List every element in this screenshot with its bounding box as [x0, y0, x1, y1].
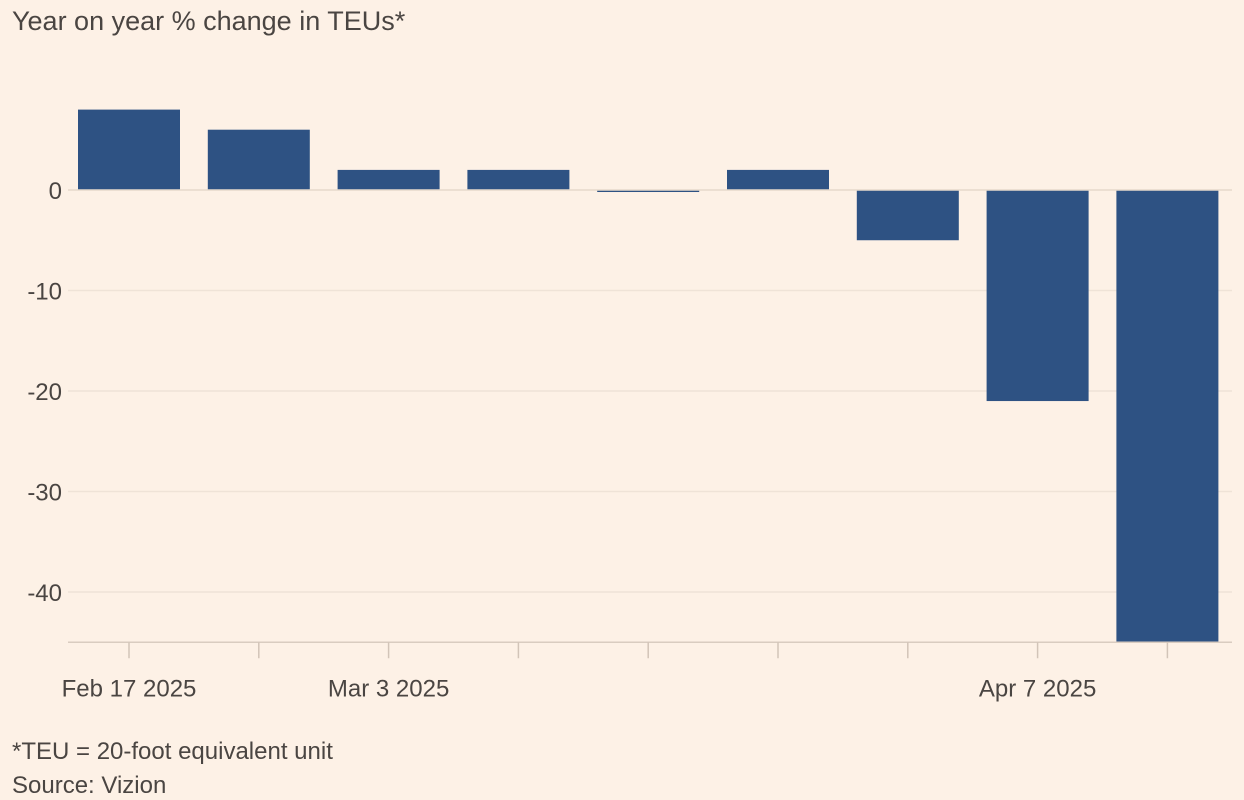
chart-title: Year on year % change in TEUs*	[12, 6, 406, 36]
bar	[337, 169, 440, 190]
footnote: *TEU = 20-foot equivalent unit	[12, 738, 333, 765]
bar	[207, 129, 310, 190]
y-tick-label: -20	[27, 379, 62, 406]
bar	[1116, 190, 1219, 643]
bar	[467, 169, 570, 190]
bar	[856, 190, 959, 241]
x-tick-label: Mar 3 2025	[328, 675, 449, 702]
y-tick-label: -40	[27, 580, 62, 607]
bar	[597, 190, 700, 193]
bar	[727, 169, 829, 190]
bar	[986, 190, 1089, 402]
bar-chart: 0 -10 -20 -30 -40 Feb 17 2025 Mar 3 2025 Apr 7 …	[27, 109, 1232, 702]
source-note: Source: Vizion	[12, 772, 167, 799]
bar	[78, 109, 180, 190]
x-tick-label: Apr 7 2025	[979, 675, 1096, 702]
y-tick-label: 0	[49, 178, 62, 205]
y-tick-label: -10	[27, 279, 62, 306]
y-tick-label: -30	[27, 480, 62, 507]
x-tick-label: Feb 17 2025	[62, 675, 197, 702]
